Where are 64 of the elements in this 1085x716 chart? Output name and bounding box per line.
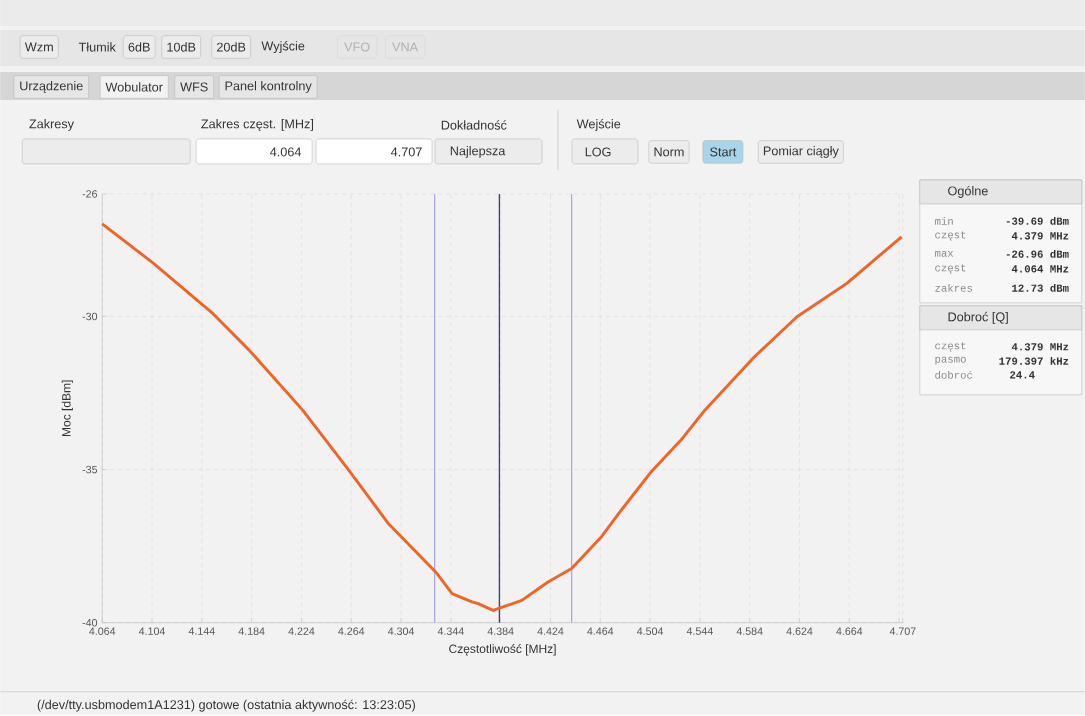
text: dobroć	[935, 370, 973, 379]
text: -26.96 dBm	[1006, 249, 1069, 258]
text: -39.69 dBm	[1006, 216, 1069, 225]
x-tick-label: 4.144	[188, 627, 215, 635]
text: 179.397 kHz	[999, 356, 1069, 365]
text: częst	[935, 231, 966, 241]
text: Urządzenie	[20, 81, 83, 93]
x-tick-label: 4.584	[736, 627, 763, 635]
text: Zakres częst. [MHz]	[201, 119, 313, 131]
text: (/dev/tty.usbmodem1A1231) gotowe (ostatnia aktywność: 13:23:05)	[37, 699, 415, 712]
x-tick-label: 4.544	[686, 627, 713, 635]
text: 4.379 MHz	[1011, 343, 1069, 351]
text: zakres	[935, 283, 973, 292]
text: Wobulator	[105, 82, 163, 92]
x-axis-title: Częstotliwość [MHz]	[449, 644, 556, 656]
x-tick-label: 4.464	[587, 627, 614, 635]
text: 4.707	[390, 147, 422, 157]
x-tick-label: 4.344	[437, 627, 464, 635]
x-tick-label: 4.707	[889, 627, 916, 635]
text: Wzm	[24, 42, 53, 52]
text: częst	[935, 264, 966, 274]
y-tick-label: -26	[82, 190, 98, 198]
text: 24.4	[1010, 371, 1035, 379]
text: 4.064	[270, 147, 302, 157]
y-axis-title: Moc [dBm]	[61, 380, 73, 436]
y-tick-label: -35	[82, 465, 98, 474]
text: pasmo	[935, 356, 966, 365]
y-tick-label: -30	[82, 312, 98, 321]
text: częst	[935, 342, 966, 352]
text: Panel kontrolny	[225, 81, 312, 93]
x-tick-label: 4.224	[288, 627, 315, 635]
text: Norm	[654, 147, 684, 157]
text: 12.73 dBm	[1012, 283, 1069, 292]
text: WFS	[180, 82, 208, 92]
text: max	[935, 250, 954, 257]
text: Wyjście	[261, 40, 305, 53]
y-tick-label: -40	[82, 618, 98, 627]
x-tick-label: 4.624	[786, 627, 813, 635]
text: LOG	[585, 147, 611, 157]
text: 20dB	[217, 42, 246, 52]
x-tick-label: 4.504	[636, 627, 664, 635]
text: Tłumik	[78, 42, 116, 52]
x-tick-label: 4.104	[138, 627, 166, 635]
x-tick-label: 4.064	[89, 627, 116, 635]
x-tick-label: 4.424	[537, 627, 564, 635]
text: 4.064 MHz	[1011, 265, 1069, 273]
x-tick-label: 4.264	[338, 627, 365, 635]
text: Dobroć [Q]	[948, 311, 1008, 324]
text: Pomiar ciągły	[763, 145, 839, 158]
text: Najlepsza	[450, 145, 506, 158]
x-tick-label: 4.664	[836, 627, 863, 635]
text: Zakresy	[29, 119, 74, 131]
text: Ogólne	[948, 185, 988, 198]
text: 6dB	[128, 42, 150, 52]
text: Start	[710, 147, 737, 157]
x-tick-label: 4.384	[487, 627, 514, 635]
text: min	[935, 216, 953, 225]
x-tick-label: 4.304	[387, 627, 415, 635]
text: 4.379 MHz	[1011, 232, 1069, 240]
text: Dokładność	[441, 120, 507, 130]
line-series	[100, 222, 904, 612]
text: Wejście	[576, 118, 621, 131]
text: 10dB	[167, 42, 196, 52]
x-tick-label: 4.184	[238, 627, 265, 635]
